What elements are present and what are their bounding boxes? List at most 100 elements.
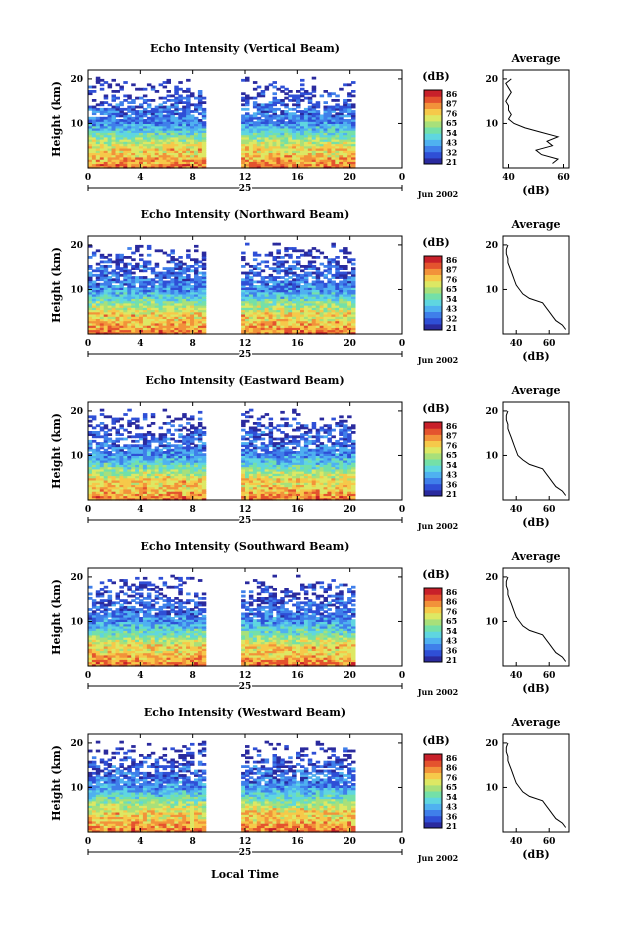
heatmap-cell: [248, 459, 254, 463]
heatmap-cell: [190, 466, 195, 470]
heatmap-cell: [99, 125, 105, 129]
heatmap-cell: [343, 154, 348, 158]
heatmap-cell: [95, 322, 101, 326]
heatmap-cell: [343, 145, 348, 149]
heatmap-cell: [201, 316, 207, 319]
heatmap-cell: [260, 136, 266, 140]
heatmap-cell: [264, 87, 270, 91]
heatmap-cell: [170, 150, 175, 153]
heatmap-cell: [111, 273, 116, 277]
heatmap-cell: [335, 495, 340, 499]
heatmap-cell: [197, 152, 203, 156]
heatmap-cell: [303, 298, 309, 302]
heatmap-cell: [107, 161, 113, 165]
heatmap-cell: [99, 473, 105, 477]
heatmap-cell: [268, 136, 274, 140]
heatmap-cell: [107, 165, 113, 169]
heatmap-cell: [256, 273, 262, 277]
heatmap-cell: [174, 282, 179, 286]
heatmap-cell: [264, 127, 270, 131]
heatmap-cell: [194, 156, 199, 160]
heatmap-cell: [190, 121, 195, 124]
heatmap-cell: [248, 480, 254, 483]
heatmap-cell: [260, 331, 266, 335]
heatmap-cell: [315, 477, 321, 481]
heatmap-cell: [327, 110, 332, 113]
heatmap-cell: [280, 322, 285, 326]
heatmap-cell: [119, 316, 124, 319]
heatmap-cell: [170, 251, 175, 255]
heatmap-cell: [303, 156, 309, 160]
heatmap-cell: [174, 110, 179, 113]
heatmap-cell: [335, 121, 340, 124]
heatmap-cell: [292, 123, 297, 127]
heatmap-cell: [256, 165, 262, 169]
heatmap-cell: [197, 99, 203, 102]
heatmap-cell: [241, 78, 246, 82]
heatmap-cell: [245, 161, 250, 165]
heatmap-cell: [135, 154, 140, 158]
heatmap-cell: [201, 159, 207, 162]
heatmap-cell: [327, 260, 332, 264]
heatmap-cell: [296, 468, 301, 472]
heatmap-cell: [111, 280, 116, 284]
heatmap-cell: [311, 90, 317, 93]
heatmap-cell: [252, 132, 258, 136]
heatmap-cell: [296, 136, 301, 140]
heatmap-cell: [111, 260, 116, 264]
heatmap-cell: [162, 493, 168, 497]
heatmap-cell: [115, 273, 120, 277]
heatmap-cell: [95, 453, 101, 456]
heatmap-cell: [182, 495, 187, 499]
heatmap-cell: [119, 484, 124, 488]
heatmap-cell: [150, 85, 156, 89]
heatmap-cell: [351, 327, 356, 331]
heatmap-cell: [127, 475, 132, 479]
heatmap-cell: [315, 145, 321, 149]
heatmap-cell: [307, 314, 313, 317]
heatmap-cell: [154, 114, 160, 118]
heatmap-cell: [150, 267, 156, 270]
heatmap-cell: [327, 161, 332, 165]
heatmap-cell: [276, 269, 281, 273]
heatmap-cell: [162, 482, 168, 485]
heatmap-cell: [292, 322, 297, 326]
heatmap-cell: [339, 265, 344, 268]
heatmap-cell: [182, 475, 187, 479]
heatmap-cell: [319, 156, 325, 160]
heatmap-cell: [288, 320, 293, 324]
heatmap-cell: [252, 331, 258, 335]
heatmap-cell: [186, 143, 191, 147]
heatmap-cell: [300, 302, 305, 306]
heatmap-cell: [111, 300, 116, 304]
heatmap-cell: [190, 94, 195, 98]
heatmap-cell: [284, 459, 289, 463]
heatmap-cell: [88, 462, 93, 465]
heatmap-cell: [186, 459, 191, 463]
heatmap-cell: [303, 90, 309, 93]
heatmap-cell: [347, 289, 352, 293]
heatmap-cell: [115, 459, 120, 463]
heatmap-cell: [256, 123, 262, 127]
heatmap-cell: [343, 322, 348, 326]
heatmap-cell: [150, 477, 156, 481]
heatmap-cell: [268, 165, 274, 169]
heatmap-cell: [186, 453, 191, 456]
heatmap-cell: [131, 497, 136, 501]
heatmap-cell: [174, 325, 179, 328]
heatmap-cell: [252, 258, 258, 262]
heatmap-cell: [201, 127, 207, 131]
heatmap-cell: [351, 300, 356, 304]
heatmap-cell: [264, 285, 270, 288]
heatmap-cell: [154, 130, 160, 133]
heatmap-cell: [284, 139, 289, 142]
heatmap-cell: [280, 296, 285, 299]
colorbar-swatch: [424, 114, 442, 122]
heatmap-cell: [135, 247, 140, 250]
heatmap-cell: [315, 130, 321, 133]
heatmap-cell: [139, 307, 144, 311]
heatmap-cell: [170, 493, 175, 497]
heatmap-cell: [268, 161, 274, 165]
heatmap-cell: [103, 298, 109, 302]
heatmap-cell: [296, 466, 301, 470]
